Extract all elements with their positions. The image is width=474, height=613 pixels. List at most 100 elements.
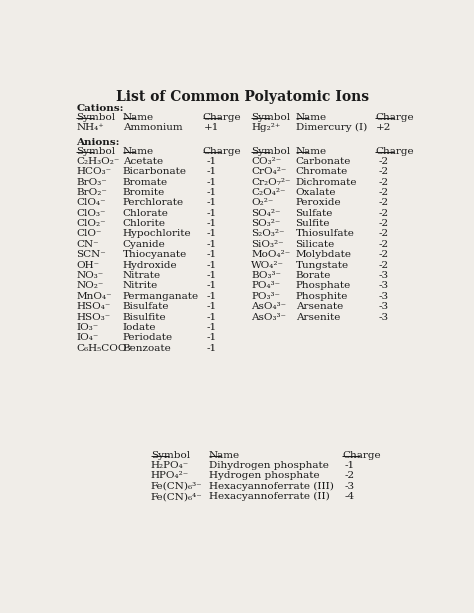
Text: Phosphate: Phosphate: [296, 281, 351, 291]
Text: Name: Name: [296, 113, 327, 122]
Text: -1: -1: [207, 344, 217, 353]
Text: -1: -1: [207, 167, 217, 176]
Text: -2: -2: [378, 261, 388, 270]
Text: Dihydrogen phosphate: Dihydrogen phosphate: [209, 461, 328, 470]
Text: Bromite: Bromite: [123, 188, 165, 197]
Text: -1: -1: [207, 281, 217, 291]
Text: -1: -1: [207, 208, 217, 218]
Text: Dichromate: Dichromate: [296, 178, 357, 186]
Text: C₂O₄²⁻: C₂O₄²⁻: [251, 188, 286, 197]
Text: O₂²⁻: O₂²⁻: [251, 198, 274, 207]
Text: ClO₂⁻: ClO₂⁻: [76, 219, 106, 228]
Text: Perchlorate: Perchlorate: [123, 198, 184, 207]
Text: Thiocyanate: Thiocyanate: [123, 250, 187, 259]
Text: Name: Name: [123, 113, 154, 122]
Text: -1: -1: [207, 157, 217, 166]
Text: -1: -1: [207, 292, 217, 301]
Text: Oxalate: Oxalate: [296, 188, 336, 197]
Text: Benzoate: Benzoate: [123, 344, 172, 353]
Text: Anions:: Anions:: [76, 139, 120, 147]
Text: +1: +1: [204, 123, 219, 132]
Text: OH⁻: OH⁻: [76, 261, 100, 270]
Text: CN⁻: CN⁻: [76, 240, 99, 249]
Text: Fe(CN)₆³⁻: Fe(CN)₆³⁻: [151, 482, 202, 490]
Text: HCO₃⁻: HCO₃⁻: [76, 167, 111, 176]
Text: -1: -1: [345, 461, 355, 470]
Text: -2: -2: [378, 157, 388, 166]
Text: Arsenite: Arsenite: [296, 313, 340, 322]
Text: +2: +2: [375, 123, 391, 132]
Text: -3: -3: [345, 482, 355, 490]
Text: BrO₃⁻: BrO₃⁻: [76, 178, 107, 186]
Text: CO₃²⁻: CO₃²⁻: [251, 157, 282, 166]
Text: Hg₂²⁺: Hg₂²⁺: [251, 123, 281, 132]
Text: Charge: Charge: [202, 113, 241, 122]
Text: Bromate: Bromate: [123, 178, 168, 186]
Text: ClO₃⁻: ClO₃⁻: [76, 208, 106, 218]
Text: -2: -2: [378, 208, 388, 218]
Text: -1: -1: [207, 261, 217, 270]
Text: Bisulfite: Bisulfite: [123, 313, 166, 322]
Text: PO₃³⁻: PO₃³⁻: [251, 292, 281, 301]
Text: Phosphite: Phosphite: [296, 292, 348, 301]
Text: -1: -1: [207, 313, 217, 322]
Text: MoO₄²⁻: MoO₄²⁻: [251, 250, 291, 259]
Text: -3: -3: [378, 271, 388, 280]
Text: AsO₄³⁻: AsO₄³⁻: [251, 302, 287, 311]
Text: Hydroxide: Hydroxide: [123, 261, 177, 270]
Text: SCN⁻: SCN⁻: [76, 250, 106, 259]
Text: -3: -3: [378, 281, 388, 291]
Text: HPO₄²⁻: HPO₄²⁻: [151, 471, 189, 480]
Text: BrO₂⁻: BrO₂⁻: [76, 188, 107, 197]
Text: -2: -2: [378, 188, 388, 197]
Text: Chlorite: Chlorite: [123, 219, 166, 228]
Text: -1: -1: [207, 240, 217, 249]
Text: Cations:: Cations:: [76, 104, 124, 113]
Text: Nitrate: Nitrate: [123, 271, 161, 280]
Text: Peroxide: Peroxide: [296, 198, 341, 207]
Text: C₆H₅COO⁻: C₆H₅COO⁻: [76, 344, 132, 353]
Text: C₂H₃O₂⁻: C₂H₃O₂⁻: [76, 157, 119, 166]
Text: -3: -3: [378, 292, 388, 301]
Text: Silicate: Silicate: [296, 240, 335, 249]
Text: HSO₃⁻: HSO₃⁻: [76, 313, 110, 322]
Text: AsO₃³⁻: AsO₃³⁻: [251, 313, 286, 322]
Text: Bisulfate: Bisulfate: [123, 302, 169, 311]
Text: Permanganate: Permanganate: [123, 292, 199, 301]
Text: Acetate: Acetate: [123, 157, 163, 166]
Text: HSO₄⁻: HSO₄⁻: [76, 302, 110, 311]
Text: Symbol: Symbol: [251, 113, 291, 122]
Text: Symbol: Symbol: [251, 147, 291, 156]
Text: -1: -1: [207, 188, 217, 197]
Text: Cr₂O₇²⁻: Cr₂O₇²⁻: [251, 178, 291, 186]
Text: Symbol: Symbol: [76, 113, 116, 122]
Text: S₂O₃²⁻: S₂O₃²⁻: [251, 229, 285, 238]
Text: Thiosulfate: Thiosulfate: [296, 229, 355, 238]
Text: Cyanide: Cyanide: [123, 240, 165, 249]
Text: Charge: Charge: [375, 113, 414, 122]
Text: -2: -2: [378, 219, 388, 228]
Text: H₂PO₄⁻: H₂PO₄⁻: [151, 461, 189, 470]
Text: -3: -3: [378, 313, 388, 322]
Text: Iodate: Iodate: [123, 323, 156, 332]
Text: NH₄⁺: NH₄⁺: [76, 123, 104, 132]
Text: -4: -4: [345, 492, 355, 501]
Text: -2: -2: [378, 167, 388, 176]
Text: Arsenate: Arsenate: [296, 302, 343, 311]
Text: -2: -2: [378, 198, 388, 207]
Text: -2: -2: [378, 240, 388, 249]
Text: Hydrogen phosphate: Hydrogen phosphate: [209, 471, 319, 480]
Text: MnO₄⁻: MnO₄⁻: [76, 292, 112, 301]
Text: SiO₃²⁻: SiO₃²⁻: [251, 240, 284, 249]
Text: Name: Name: [209, 451, 240, 460]
Text: Carbonate: Carbonate: [296, 157, 351, 166]
Text: -1: -1: [207, 229, 217, 238]
Text: -2: -2: [345, 471, 355, 480]
Text: Nitrite: Nitrite: [123, 281, 158, 291]
Text: Bicarbonate: Bicarbonate: [123, 167, 187, 176]
Text: Symbol: Symbol: [76, 147, 116, 156]
Text: ClO₄⁻: ClO₄⁻: [76, 198, 106, 207]
Text: Chlorate: Chlorate: [123, 208, 169, 218]
Text: -3: -3: [378, 302, 388, 311]
Text: Hexacyannoferrate (II): Hexacyannoferrate (II): [209, 492, 329, 501]
